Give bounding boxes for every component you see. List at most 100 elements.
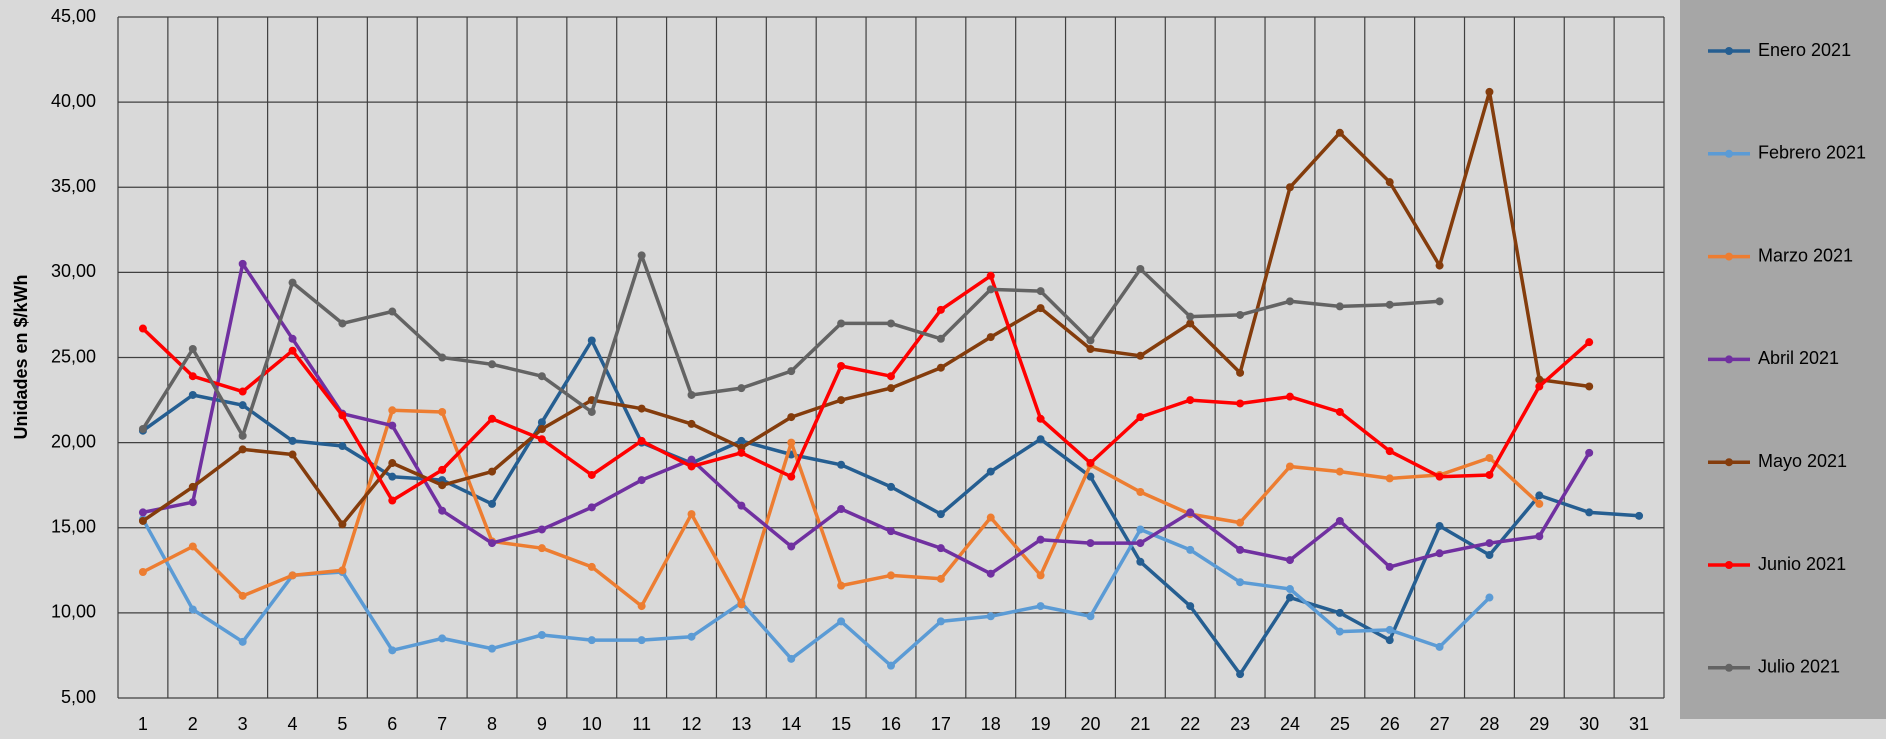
- point-marker: [188, 482, 197, 491]
- point-marker: [388, 496, 397, 505]
- point-marker: [936, 305, 945, 314]
- point-marker: [1585, 448, 1594, 457]
- point-marker: [1136, 487, 1145, 496]
- point-marker: [1036, 287, 1045, 296]
- point-marker: [338, 411, 347, 420]
- point-marker: [737, 501, 746, 510]
- point-marker: [1036, 414, 1045, 423]
- x-tick-label: 10: [582, 714, 602, 734]
- point-marker: [438, 407, 447, 416]
- point-marker: [1285, 593, 1294, 602]
- point-marker: [537, 544, 546, 553]
- point-marker: [986, 285, 995, 294]
- point-marker: [587, 562, 596, 571]
- y-tick-label: 40,00: [51, 91, 96, 111]
- point-marker: [637, 404, 646, 413]
- point-marker: [1535, 375, 1544, 384]
- point-marker: [188, 390, 197, 399]
- x-tick-label: 30: [1579, 714, 1599, 734]
- x-tick-label: 2: [188, 714, 198, 734]
- point-marker: [438, 634, 447, 643]
- point-marker: [238, 637, 247, 646]
- point-marker: [637, 602, 646, 611]
- legend-marker: [1725, 47, 1733, 55]
- x-tick-label: 15: [831, 714, 851, 734]
- point-marker: [1335, 627, 1344, 636]
- y-tick-label: 5,00: [61, 687, 96, 707]
- point-marker: [1335, 128, 1344, 137]
- point-marker: [188, 372, 197, 381]
- point-marker: [837, 505, 846, 514]
- legend-marker: [1725, 252, 1733, 261]
- point-marker: [1335, 407, 1344, 416]
- point-marker: [537, 631, 546, 640]
- point-marker: [488, 539, 497, 548]
- point-marker: [1236, 368, 1245, 377]
- point-marker: [936, 574, 945, 583]
- point-marker: [986, 569, 995, 578]
- point-marker: [288, 571, 297, 580]
- point-marker: [338, 319, 347, 328]
- point-marker: [1285, 297, 1294, 306]
- point-marker: [787, 472, 796, 481]
- point-marker: [887, 319, 895, 328]
- point-marker: [238, 431, 247, 440]
- legend-marker: [1725, 663, 1733, 672]
- x-tick-label: 18: [981, 714, 1001, 734]
- point-marker: [737, 600, 746, 609]
- legend-marker: [1725, 355, 1733, 364]
- point-marker: [1236, 670, 1245, 679]
- point-marker: [1186, 508, 1195, 517]
- point-marker: [887, 384, 895, 393]
- y-tick-label: 35,00: [51, 176, 96, 196]
- point-marker: [887, 571, 895, 580]
- point-marker: [537, 425, 546, 434]
- point-marker: [1036, 535, 1045, 544]
- series-line: [142, 262, 1591, 576]
- point-marker: [637, 636, 646, 645]
- x-tick-label: 9: [537, 714, 547, 734]
- point-marker: [887, 372, 895, 381]
- point-marker: [837, 319, 846, 328]
- legend-label: Junio 2021: [1758, 554, 1846, 574]
- point-marker: [1635, 511, 1644, 520]
- point-marker: [288, 278, 297, 287]
- point-marker: [238, 445, 247, 454]
- point-marker: [837, 581, 846, 590]
- point-marker: [1385, 474, 1394, 483]
- point-marker: [887, 482, 895, 491]
- point-marker: [1036, 571, 1045, 580]
- y-tick-label: 30,00: [51, 261, 96, 281]
- legend-marker: [1725, 149, 1733, 158]
- point-marker: [1086, 336, 1095, 345]
- point-marker: [438, 481, 447, 490]
- point-marker: [438, 353, 447, 362]
- point-marker: [537, 435, 546, 444]
- point-marker: [1535, 491, 1544, 500]
- point-marker: [637, 476, 646, 485]
- point-marker: [1285, 392, 1294, 401]
- point-marker: [1535, 532, 1544, 541]
- x-tick-label: 5: [337, 714, 347, 734]
- point-marker: [388, 646, 397, 655]
- point-marker: [338, 520, 347, 529]
- point-marker: [1335, 302, 1344, 311]
- point-marker: [338, 442, 347, 451]
- point-marker: [238, 591, 247, 600]
- point-marker: [936, 617, 945, 626]
- x-tick-label: 28: [1479, 714, 1499, 734]
- point-marker: [138, 324, 147, 333]
- point-marker: [388, 459, 397, 468]
- x-tick-label: 8: [487, 714, 497, 734]
- point-marker: [986, 271, 995, 280]
- point-marker: [587, 503, 596, 512]
- legend-label: Febrero 2021: [1758, 143, 1866, 163]
- legend-marker: [1725, 458, 1733, 467]
- point-marker: [238, 401, 247, 410]
- point-marker: [1136, 351, 1145, 360]
- legend-label: Abril 2021: [1758, 348, 1839, 368]
- point-marker: [1236, 578, 1245, 587]
- point-marker: [587, 636, 596, 645]
- point-marker: [138, 568, 147, 577]
- point-marker: [986, 333, 995, 342]
